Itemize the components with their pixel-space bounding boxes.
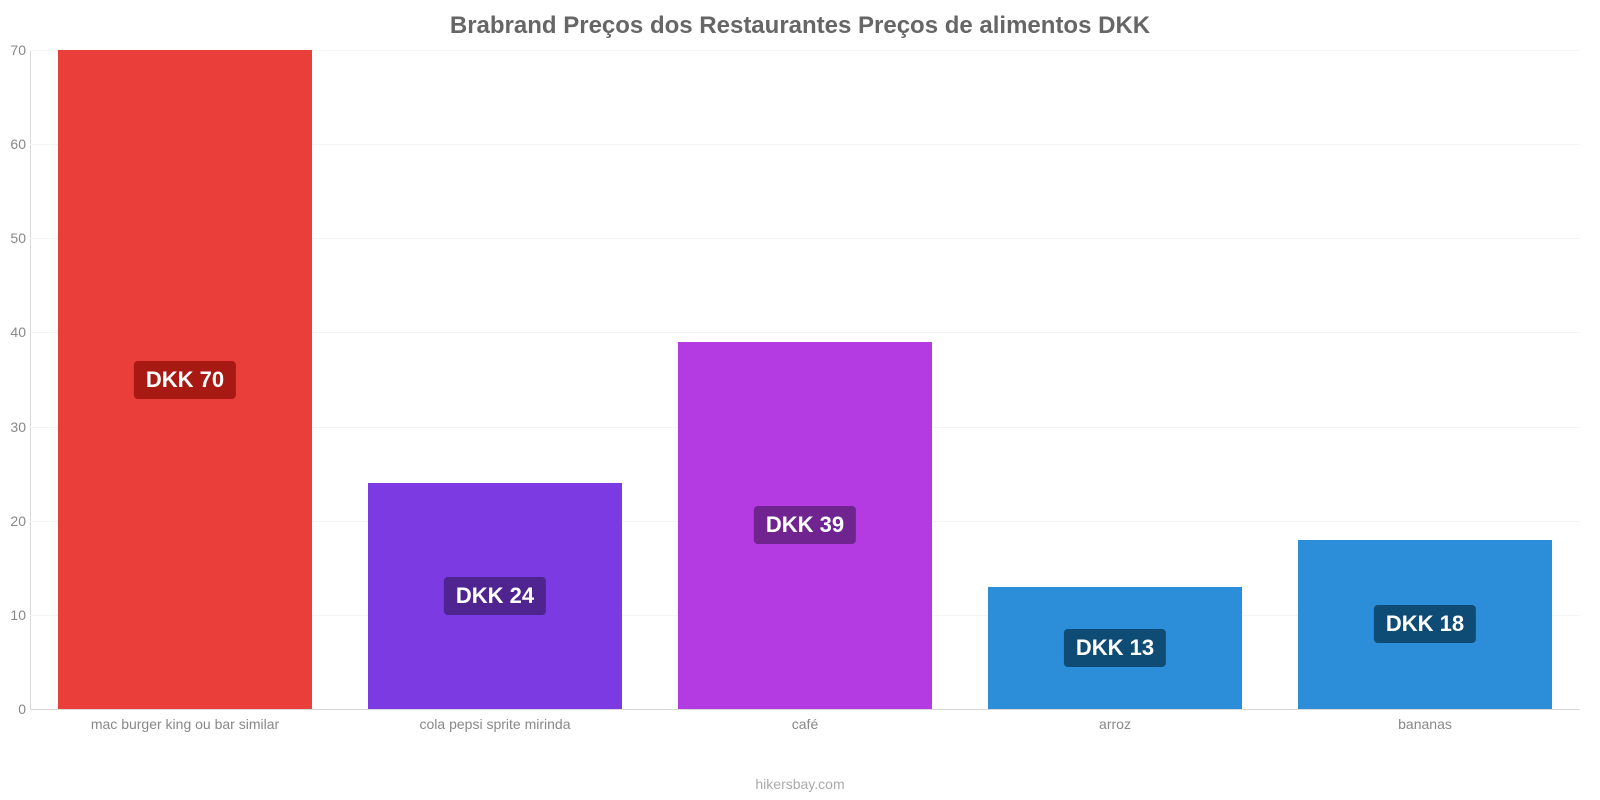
y-tick: 10 (0, 607, 26, 623)
x-label: bananas (1398, 716, 1452, 732)
x-label: mac burger king ou bar similar (91, 716, 279, 732)
value-badge: DKK 24 (444, 577, 546, 615)
y-tick: 50 (0, 230, 26, 246)
bars-container: DKK 70 DKK 24 DKK 39 DKK 13 DKK 18 (30, 50, 1580, 709)
x-label: cola pepsi sprite mirinda (420, 716, 571, 732)
value-badge: DKK 70 (134, 361, 236, 399)
plot-area: 010203040506070 DKK 70DKK 24DKK 39DKK 13… (30, 50, 1580, 710)
y-tick: 40 (0, 324, 26, 340)
attribution: hikersbay.com (0, 776, 1600, 792)
x-label: café (792, 716, 818, 732)
y-tick: 60 (0, 136, 26, 152)
value-badge: DKK 39 (754, 506, 856, 544)
value-badge: DKK 13 (1064, 629, 1166, 667)
x-label: arroz (1099, 716, 1131, 732)
y-tick: 20 (0, 513, 26, 529)
value-badge: DKK 18 (1374, 605, 1476, 643)
y-tick: 30 (0, 419, 26, 435)
y-tick: 0 (0, 701, 26, 717)
chart-area: 010203040506070 DKK 70DKK 24DKK 39DKK 13… (30, 50, 1580, 740)
chart-title: Brabrand Preços dos Restaurantes Preços … (0, 0, 1600, 48)
y-tick: 70 (0, 42, 26, 58)
x-labels: mac burger king ou bar similar cola pepsi… (30, 710, 1580, 740)
